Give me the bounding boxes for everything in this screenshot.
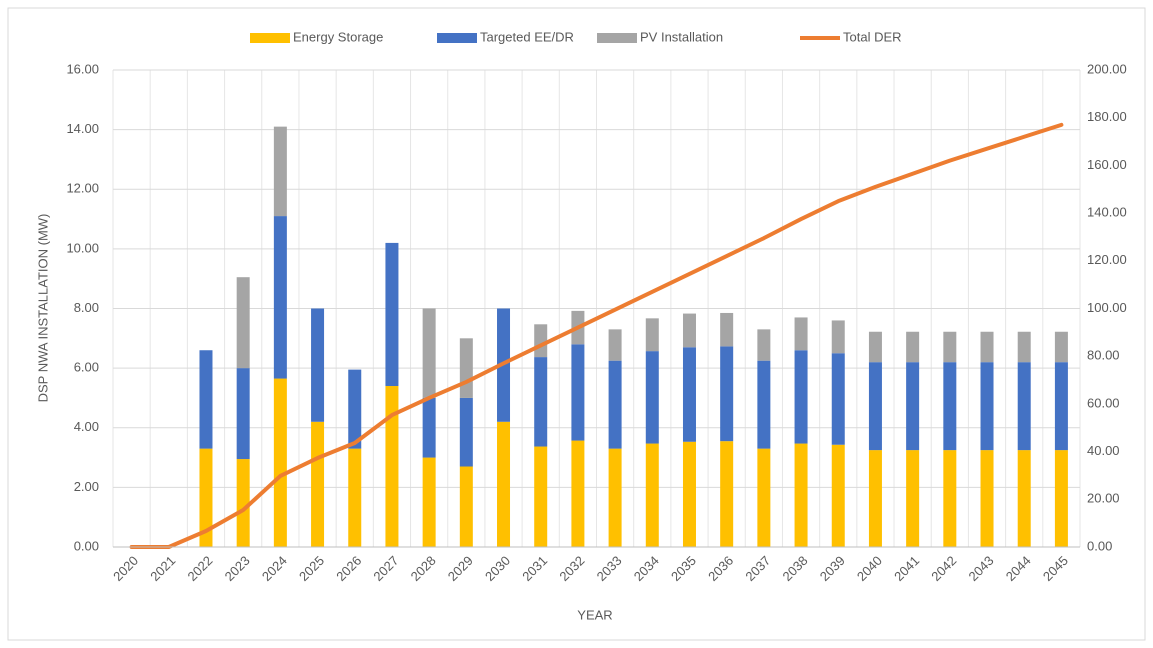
bar-segment	[273, 126, 287, 217]
y2-tick-label: 200.00	[1087, 61, 1127, 76]
bar-segment	[757, 360, 771, 449]
bar-segment	[199, 350, 213, 449]
bar-segment	[422, 308, 436, 398]
bar-segment	[534, 446, 548, 547]
bar-segment	[608, 448, 622, 547]
bar-segment	[236, 277, 250, 369]
bar-segment	[497, 421, 511, 547]
y2-tick-label: 180.00	[1087, 109, 1127, 124]
y-tick-label: 8.00	[74, 300, 99, 315]
bar-segment	[608, 360, 622, 449]
bar-segment	[906, 362, 920, 451]
bar-segment	[608, 329, 622, 361]
bar-segment	[459, 397, 473, 467]
bar-segment	[980, 450, 994, 547]
legend-swatch	[437, 33, 477, 43]
y-tick-label: 0.00	[74, 538, 99, 553]
bar-segment	[571, 344, 585, 441]
y-tick-label: 14.00	[66, 121, 99, 136]
bar-segment	[682, 313, 696, 348]
bar-segment	[720, 441, 734, 547]
bar-segment	[794, 443, 808, 547]
bar-segment	[1017, 362, 1031, 451]
bar-segment	[459, 338, 473, 398]
bar-segment	[831, 320, 845, 354]
bar-segment	[906, 331, 920, 363]
legend-swatch	[250, 33, 290, 43]
bar-segment	[980, 331, 994, 363]
y-tick-label: 2.00	[74, 479, 99, 494]
y-tick-label: 12.00	[66, 181, 99, 196]
bar-segment	[720, 346, 734, 442]
bar-segment	[459, 466, 473, 547]
bar-segment	[422, 397, 436, 458]
line-series	[129, 122, 1064, 549]
legend-label: Targeted EE/DR	[480, 29, 574, 44]
bar-segment	[385, 386, 399, 547]
bar-segment	[311, 421, 325, 547]
bar-segment	[348, 448, 362, 547]
y2-tick-label: 160.00	[1087, 157, 1127, 172]
bar-segment	[1054, 362, 1068, 451]
bar-segment	[868, 362, 882, 451]
y2-tick-label: 40.00	[1087, 443, 1120, 458]
y-tick-label: 16.00	[66, 61, 99, 76]
y2-tick-label: 80.00	[1087, 348, 1120, 363]
bar-segment	[794, 317, 808, 351]
x-axis-title: YEAR	[577, 607, 612, 622]
bar-segment	[682, 441, 696, 547]
bar-segment	[757, 329, 771, 361]
bar-segment	[645, 318, 659, 352]
bar-segment	[422, 457, 436, 547]
bar-segment	[199, 448, 213, 547]
bar-segment	[236, 459, 250, 547]
bar-segment	[943, 362, 957, 451]
bar-segment	[1017, 331, 1031, 363]
legend-label: Energy Storage	[293, 29, 383, 44]
bar-segment	[831, 444, 845, 547]
y2-tick-label: 0.00	[1087, 538, 1112, 553]
bar-segment	[868, 450, 882, 547]
bar-segment	[794, 350, 808, 444]
bar-segment	[236, 368, 250, 460]
bar-segment	[682, 347, 696, 442]
bar-segment	[645, 443, 659, 547]
y2-tick-label: 20.00	[1087, 491, 1120, 506]
y-axis-title: DSP NWA INSTALLATION (MW)	[35, 214, 50, 403]
bar-segment	[1054, 450, 1068, 547]
bar-segment	[348, 369, 362, 449]
y2-tick-label: 120.00	[1087, 252, 1127, 267]
bar-segment	[571, 440, 585, 547]
legend-label: PV Installation	[640, 29, 723, 44]
y-tick-label: 6.00	[74, 360, 99, 375]
y-tick-label: 4.00	[74, 419, 99, 434]
bar-segment	[1017, 450, 1031, 547]
bar-segment	[757, 448, 771, 547]
bar-segment	[273, 216, 287, 379]
bar-segment	[720, 312, 734, 347]
y2-tick-label: 60.00	[1087, 395, 1120, 410]
bar-segment	[311, 308, 325, 422]
y-tick-label: 10.00	[66, 240, 99, 255]
bar-segment	[868, 331, 882, 363]
bar-segment	[534, 324, 548, 358]
bar-segment	[906, 450, 920, 547]
y2-tick-label: 140.00	[1087, 205, 1127, 220]
bar-segment	[943, 450, 957, 547]
bar-segment	[831, 353, 845, 445]
bar-segment	[385, 242, 399, 387]
legend-swatch	[597, 33, 637, 43]
bar-segment	[645, 351, 659, 444]
bar-segment	[980, 362, 994, 451]
bar-segment	[534, 357, 548, 447]
bar-segment	[273, 378, 287, 547]
legend-label: Total DER	[843, 29, 902, 44]
bar-segment	[1054, 331, 1068, 363]
bar-segment	[943, 331, 957, 363]
y2-tick-label: 100.00	[1087, 300, 1127, 315]
